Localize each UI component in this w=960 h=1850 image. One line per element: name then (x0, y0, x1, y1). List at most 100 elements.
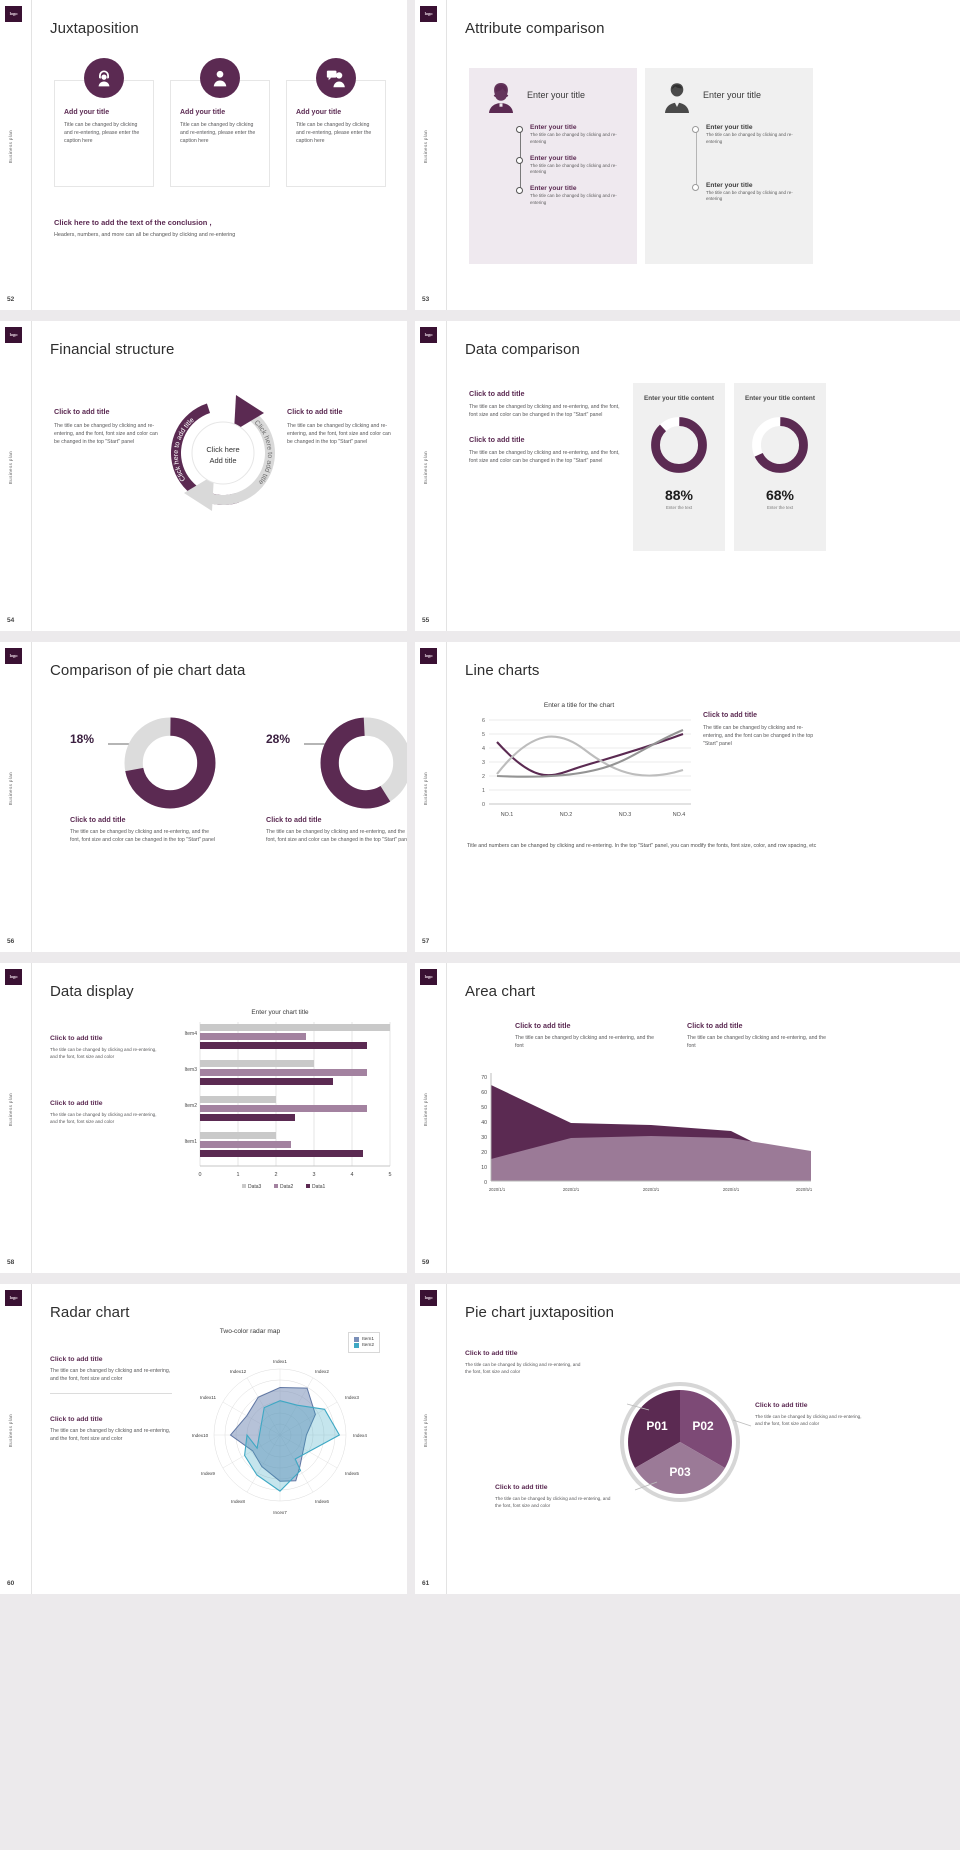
block-title: Click to add title (50, 1035, 103, 1042)
slide-financial-structure[interactable]: logo Business plan 54 Financial structur… (0, 321, 407, 631)
page-title: Data comparison (465, 341, 580, 358)
block-title: Click to add title (50, 1100, 103, 1108)
bar-chart[interactable]: Enter your chart title (164, 1009, 396, 1203)
rail-divider (31, 642, 32, 952)
slide-data-comparison[interactable]: logo Business plan 55 Data comparison Cl… (415, 321, 960, 631)
callout-top-left[interactable]: Click to add title The title can be chan… (465, 1350, 581, 1375)
attribute-panel-primary[interactable]: Enter your title Enter your title The ti… (469, 68, 637, 264)
chart-legend: Data3 Data2 Data1 (242, 1184, 326, 1190)
pie-label: 18% (70, 732, 95, 746)
text-block[interactable]: Click to add title The title can be chan… (50, 1416, 172, 1453)
woman-avatar-icon (489, 83, 513, 113)
slide-area-chart[interactable]: logo Business plan 59 Area chart Click t… (415, 963, 960, 1273)
block-title: Click to add title (287, 407, 343, 416)
svg-text:Incex7: Incex7 (273, 1510, 287, 1515)
list-item[interactable]: Add your title Title can be changed by c… (54, 58, 154, 187)
block-body: The title can be changed by clicking and… (287, 423, 391, 446)
attribute-panel-secondary[interactable]: Enter your title Enter your title The ti… (645, 68, 813, 264)
text-block[interactable]: Click to add title The title can be chan… (687, 1021, 835, 1050)
rail-divider (446, 321, 447, 631)
list-item[interactable]: Add your title Title can be changed by c… (286, 58, 386, 187)
list-item[interactable]: Enter your title The title can be change… (516, 185, 623, 207)
side-label: Business plan (423, 130, 428, 164)
panel-header: Enter your title (659, 80, 799, 116)
block-body: The title can be changed by clicking and… (687, 1035, 826, 1050)
page-number: 59 (422, 1259, 430, 1266)
list-item[interactable]: Enter your title The title can be change… (516, 155, 623, 177)
page-title: Data display (50, 983, 134, 1000)
text-block[interactable]: Click to add title The title can be chan… (469, 389, 621, 419)
side-text-block[interactable]: Click to add title The title can be chan… (703, 712, 821, 748)
svg-text:70: 70 (481, 1075, 487, 1081)
logo-text: logo (9, 1295, 18, 1301)
chart-title: Two-color radar map (219, 1328, 281, 1335)
area-chart[interactable]: 70 60 50 40 30 20 10 0 2020/1/1 2020/2/1 2020/… (463, 1063, 815, 1218)
text-block[interactable]: Click to add title The title can be chan… (469, 435, 621, 465)
text-block[interactable]: Click to add title The title can be chan… (50, 1100, 158, 1125)
svg-text:Index8: Index8 (231, 1499, 245, 1504)
donut-chart-28 (320, 717, 407, 809)
slide-pie-juxtaposition[interactable]: logo Business plan 61 Pie chart juxtapos… (415, 1284, 960, 1594)
svg-text:40: 40 (481, 1120, 487, 1126)
svg-text:5: 5 (389, 1172, 392, 1178)
logo-text: logo (9, 974, 18, 980)
callout-right[interactable]: Click to add title The title can be chan… (755, 1402, 865, 1427)
brand-logo-icon: logo (420, 648, 437, 664)
pie-label: 28% (266, 732, 291, 746)
rail-divider (446, 1284, 447, 1594)
donut-chart-88 (651, 417, 707, 473)
logo-text: logo (9, 653, 18, 659)
donut-card[interactable]: Enter your title content 68% Enter the t… (734, 383, 826, 551)
text-block[interactable]: Click to add title The title can be chan… (515, 1021, 663, 1050)
item-title: Enter your title (530, 185, 577, 192)
list-item[interactable]: Add your title Title can be changed by c… (170, 58, 270, 187)
svg-text:Item4: Item4 (184, 1031, 197, 1037)
conclusion-block: Click here to add the text of the conclu… (54, 218, 235, 238)
page-number: 52 (7, 296, 15, 303)
svg-text:Index9: Index9 (201, 1471, 215, 1476)
donut-chart-68 (752, 417, 808, 473)
page-number: 55 (422, 617, 430, 624)
text-block-right[interactable]: Click to add title The title can be chan… (287, 407, 392, 446)
slide-data-display[interactable]: logo Business plan 58 Data display Click… (0, 963, 407, 1273)
slide-attribute-comparison[interactable]: logo Business plan 53 Attribute comparis… (415, 0, 960, 310)
callout-bottom-left[interactable]: Click to add title The title can be chan… (495, 1484, 615, 1509)
text-block[interactable]: Click to add title The title can be chan… (50, 1356, 172, 1395)
center-line-2: Add title (209, 455, 237, 465)
slide-line-charts[interactable]: logo Business plan 57 Line charts Enter … (415, 642, 960, 952)
cycle-center-label: Click here Add title (168, 445, 278, 467)
timeline-dot-icon (692, 183, 699, 191)
list-item[interactable]: Enter your title The title can be change… (692, 182, 799, 204)
text-block-left[interactable]: Click to add title The title can be chan… (54, 407, 159, 446)
card-body: Title can be changed by clicking and re-… (296, 122, 372, 145)
page-title: Juxtaposition (50, 20, 139, 37)
slide-pie-comparison[interactable]: logo Business plan 56 Comparison of pie … (0, 642, 407, 952)
text-block[interactable]: Click to add title The title can be chan… (50, 1035, 158, 1060)
svg-text:2020/4/1: 2020/4/1 (723, 1187, 740, 1192)
list-item[interactable]: Enter your title The title can be change… (692, 124, 799, 146)
page-title: Attribute comparison (465, 20, 605, 37)
svg-text:4: 4 (351, 1172, 354, 1178)
donut-card[interactable]: Enter your title content 88% Enter the t… (633, 383, 725, 551)
headset-agent-icon (84, 58, 124, 98)
block-title: Click to add title (469, 389, 525, 398)
cycle-diagram[interactable]: Click here to add title Click here to ad… (168, 393, 278, 523)
slide-radar-chart[interactable]: logo Business plan 60 Radar chart Click … (0, 1284, 407, 1594)
donut-card-group: Enter your title content 88% Enter the t… (633, 383, 826, 551)
logo-text: logo (424, 332, 433, 338)
pie-block[interactable]: 28% Click to add title The title can be … (266, 710, 407, 844)
item-body: The title can be changed by clicking and… (530, 193, 617, 205)
pie-block[interactable]: 18% Click to add title The title can be … (70, 710, 218, 844)
line-chart[interactable]: Enter a title for the chart 6 5 4 3 2 1 0 (463, 702, 695, 829)
page-title: Line charts (465, 662, 540, 679)
text-column: Click to add title The title can be chan… (469, 389, 621, 481)
legend-swatch-item1 (354, 1337, 359, 1342)
list-item[interactable]: Enter your title The title can be change… (516, 124, 623, 146)
chart-legend: Item1 Item2 (348, 1332, 380, 1353)
radar-chart[interactable]: Two-color radar map Item1 Item2 (180, 1328, 398, 1534)
slide-juxtaposition[interactable]: logo Business plan 52 Juxtaposition Add … (0, 0, 407, 310)
donut-value: 88% (664, 486, 694, 503)
block-title: Click to add title (266, 815, 322, 824)
side-label: Business plan (423, 772, 428, 806)
side-label: Business plan (8, 1093, 13, 1127)
